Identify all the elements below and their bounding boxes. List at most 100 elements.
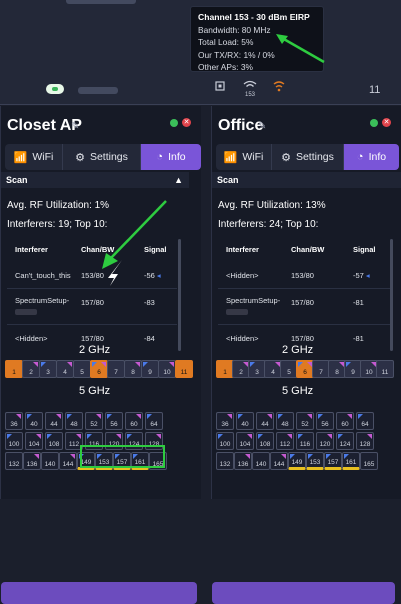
chevron-up-icon[interactable]: ▲ <box>174 175 183 185</box>
channel-cell[interactable]: 11 <box>376 360 394 378</box>
channel-cell[interactable]: 52 <box>85 412 103 430</box>
channel-cell[interactable]: 48 <box>65 412 83 430</box>
scan-section-header[interactable]: Scan <box>212 172 401 188</box>
channel-cell[interactable]: 120 <box>316 432 334 450</box>
channel-cell[interactable]: 5 <box>73 360 91 378</box>
channel-cell[interactable]: 112 <box>65 432 83 450</box>
channel-cell[interactable]: 165 <box>360 452 378 470</box>
interferer-name: <Hidden> <box>15 334 48 343</box>
channel-cell[interactable]: 44 <box>256 412 274 430</box>
scan-label: Scan <box>217 175 239 185</box>
interferer-signal: -84 <box>144 334 155 343</box>
tooltip-total-load: Total Load: 5% <box>198 37 254 47</box>
pencil-icon[interactable]: ✎ <box>258 121 267 132</box>
channel-cell[interactable]: 153 <box>306 452 324 470</box>
channel-cell[interactable]: 8 <box>124 360 142 378</box>
tab-wifi[interactable]: 📶 WiFi <box>216 144 272 170</box>
signal-marker-icon: ◂ <box>154 271 161 280</box>
channel-cell[interactable]: 64 <box>145 412 163 430</box>
channel-cell[interactable]: 140 <box>41 452 59 470</box>
channel-cell[interactable]: 108 <box>256 432 274 450</box>
blurred-suffix <box>15 307 37 316</box>
channel-cell[interactable]: 144 <box>59 452 77 470</box>
tab-settings[interactable]: ⚙ Settings <box>272 144 344 170</box>
channel-cell[interactable]: 157 <box>324 452 342 470</box>
channel-cell[interactable]: 116 <box>296 432 314 450</box>
channel-cell[interactable]: 1 <box>5 360 23 378</box>
channel-cell[interactable]: 36 <box>216 412 234 430</box>
channel-cell[interactable]: 40 <box>25 412 43 430</box>
channel-cell[interactable]: 136 <box>234 452 252 470</box>
interferer-chan: 157/80 <box>291 298 314 307</box>
scrollbar[interactable] <box>390 239 393 351</box>
channel-cell[interactable]: 64 <box>356 412 374 430</box>
interferers-count: Interferers: 24; Top 10: <box>218 219 319 230</box>
wifi-icon: 📶 <box>13 151 28 164</box>
channel-cell[interactable]: 40 <box>236 412 254 430</box>
channel-cell[interactable]: 52 <box>296 412 314 430</box>
interferers-count: Interferers: 19; Top 10: <box>7 219 108 230</box>
channel-cell[interactable]: 112 <box>276 432 294 450</box>
interferer-name: Can't_touch_this <box>15 271 71 280</box>
close-icon[interactable]: ✕ <box>382 118 391 127</box>
scan-section-header[interactable]: Scan ▲ <box>1 172 189 188</box>
channel-cell[interactable]: 3 <box>39 360 57 378</box>
pencil-icon[interactable]: ✎ <box>71 121 80 132</box>
channel-cell[interactable]: 7 <box>107 360 125 378</box>
channel-cell[interactable]: 124 <box>336 432 354 450</box>
channel-cell[interactable]: 149 <box>288 452 306 470</box>
channel-cell[interactable]: 128 <box>356 432 374 450</box>
band-2ghz-label: 2 GHz <box>79 344 111 356</box>
channel-cell[interactable]: 4 <box>264 360 282 378</box>
channel-cell[interactable]: 100 <box>5 432 23 450</box>
bottom-action-bar[interactable] <box>212 582 395 604</box>
channel-cell[interactable]: 165 <box>149 452 167 470</box>
channel-cell[interactable]: 161 <box>342 452 360 470</box>
channel-cell[interactable]: 108 <box>45 432 63 450</box>
channel-cell[interactable]: 11 <box>175 360 193 378</box>
channel-cell[interactable]: 100 <box>216 432 234 450</box>
channel-cell[interactable]: 161 <box>131 452 149 470</box>
col-signal: Signal <box>144 245 167 254</box>
divider <box>0 104 401 105</box>
channel-cell[interactable]: 9 <box>344 360 362 378</box>
channel-cell[interactable]: 104 <box>25 432 43 450</box>
channel-cell[interactable]: 144 <box>270 452 288 470</box>
interferer-name: <Hidden> <box>226 334 259 343</box>
channel-cell[interactable]: 60 <box>336 412 354 430</box>
channel-cell[interactable]: 60 <box>125 412 143 430</box>
channel-cell[interactable]: 6 <box>90 360 108 378</box>
tab-wifi[interactable]: 📶 WiFi <box>5 144 63 170</box>
channel-cell[interactable]: 10 <box>360 360 378 378</box>
scrollbar[interactable] <box>178 239 181 351</box>
channel-cell[interactable]: 36 <box>5 412 23 430</box>
channel-cell[interactable]: 5 <box>280 360 298 378</box>
interferer-chan: 157/80 <box>291 334 314 343</box>
channel-cell[interactable]: 132 <box>216 452 234 470</box>
channel-cell[interactable]: 132 <box>5 452 23 470</box>
channel-cell[interactable]: 9 <box>141 360 159 378</box>
tab-info[interactable]: ◔ Info <box>344 144 399 170</box>
tab-label: WiFi <box>32 151 54 163</box>
tab-info[interactable]: ◔ Info <box>141 144 201 170</box>
interferer-signal: -81 <box>353 298 364 307</box>
channel-cell[interactable]: 56 <box>316 412 334 430</box>
bottom-action-bar[interactable] <box>1 582 197 604</box>
channel-cell[interactable]: 140 <box>252 452 270 470</box>
channel-cell[interactable]: 56 <box>105 412 123 430</box>
channel-cell[interactable]: 2 <box>22 360 40 378</box>
channel-cell[interactable]: 10 <box>158 360 176 378</box>
channel-cell[interactable]: 136 <box>23 452 41 470</box>
tab-settings[interactable]: ⚙ Settings <box>63 144 141 170</box>
scan-label: Scan <box>6 175 28 185</box>
close-icon[interactable]: ✕ <box>182 118 191 127</box>
channel-cell[interactable]: 153 <box>95 452 113 470</box>
blurred-text <box>66 0 136 4</box>
interferer-signal: -56 ◂ <box>144 271 161 280</box>
channel-cell[interactable]: 157 <box>113 452 131 470</box>
tab-bar: 📶 WiFi ⚙ Settings ◔ Info <box>5 144 201 170</box>
channel-cell[interactable]: 4 <box>56 360 74 378</box>
channel-cell[interactable]: 44 <box>45 412 63 430</box>
channel-cell[interactable]: 48 <box>276 412 294 430</box>
channel-cell[interactable]: 104 <box>236 432 254 450</box>
